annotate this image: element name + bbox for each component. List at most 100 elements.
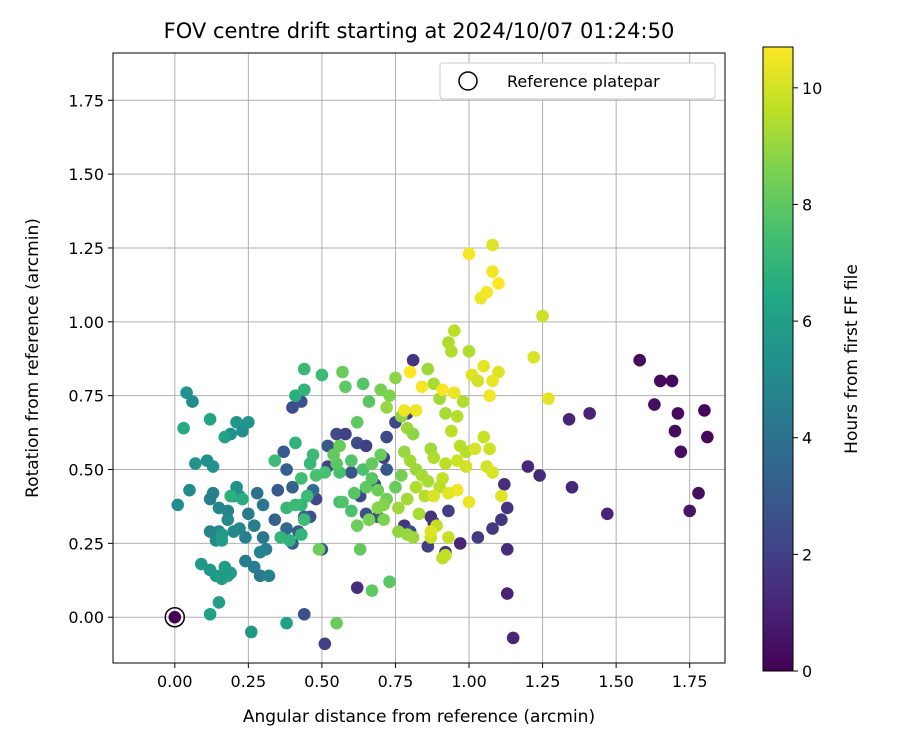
data-point	[230, 415, 243, 429]
data-point	[297, 383, 311, 397]
y-tick-label: 1.50	[68, 165, 104, 184]
data-point	[450, 454, 464, 467]
data-point	[683, 504, 696, 518]
data-point	[212, 501, 226, 515]
data-point	[500, 542, 514, 556]
data-point	[527, 350, 541, 364]
data-point	[377, 498, 390, 512]
data-point	[221, 513, 235, 527]
data-point	[362, 395, 376, 408]
x-tick-label: 1.75	[672, 672, 708, 691]
data-point	[668, 424, 682, 438]
data-point	[483, 389, 496, 402]
data-point	[371, 483, 385, 497]
data-point	[483, 442, 496, 456]
colorbar-ticks: 0 2 4 6 8 10	[793, 79, 822, 681]
data-point	[403, 365, 417, 379]
data-point	[450, 410, 464, 423]
data-point	[383, 575, 396, 589]
data-point	[242, 415, 255, 429]
data-point	[389, 371, 402, 385]
x-tick-label: 1.00	[451, 672, 487, 691]
y-tick-label: 1.25	[68, 239, 104, 258]
data-point	[247, 519, 261, 532]
data-points	[171, 238, 714, 651]
reference-ring	[164, 606, 186, 628]
data-point	[498, 477, 511, 491]
data-point	[365, 472, 379, 485]
data-point	[345, 466, 358, 479]
data-point	[409, 404, 423, 417]
data-point	[321, 439, 335, 453]
data-point	[418, 489, 432, 503]
data-point	[315, 368, 329, 382]
legend-label-reference: Reference platepar	[507, 72, 660, 91]
data-point	[477, 430, 491, 444]
chart-title: FOV centre drift starting at 2024/10/07 …	[164, 19, 675, 43]
data-point	[439, 457, 452, 470]
data-point	[533, 469, 546, 482]
data-point	[345, 504, 358, 518]
data-point	[318, 466, 332, 479]
data-point	[286, 401, 299, 414]
data-point	[330, 427, 343, 441]
colorbar-tick-label: 10	[802, 79, 822, 98]
data-point	[374, 383, 388, 397]
data-point	[250, 486, 264, 500]
data-point	[356, 377, 370, 391]
data-point	[459, 460, 473, 473]
data-point	[374, 448, 388, 462]
data-point	[406, 531, 420, 544]
data-point	[253, 545, 267, 559]
colorbar-gradient	[762, 46, 794, 672]
data-point	[486, 522, 499, 535]
data-point	[239, 531, 252, 544]
data-point	[280, 616, 293, 630]
data-point	[353, 542, 367, 556]
y-axis-ticks: 0.00 0.25 0.50 0.75 1.00 1.25 1.50 1.75	[68, 91, 113, 627]
data-point	[439, 548, 452, 562]
data-point	[471, 531, 485, 544]
data-point	[359, 439, 373, 453]
data-point	[289, 389, 302, 402]
data-point	[212, 596, 226, 609]
data-point	[427, 377, 441, 391]
data-point	[583, 407, 596, 420]
data-point	[536, 309, 549, 323]
data-point	[283, 534, 296, 547]
data-point	[333, 439, 346, 453]
data-point	[339, 380, 352, 394]
data-point	[271, 483, 285, 497]
data-point	[327, 448, 340, 462]
data-point	[392, 501, 405, 515]
data-point	[439, 407, 452, 420]
data-point	[492, 365, 505, 379]
data-point	[194, 557, 208, 571]
data-point	[692, 486, 705, 500]
data-point	[336, 495, 349, 509]
data-point	[244, 625, 258, 639]
data-point	[671, 407, 685, 420]
data-point	[224, 489, 237, 503]
data-point	[297, 607, 311, 621]
data-point	[177, 421, 190, 435]
data-point	[297, 513, 311, 527]
data-point	[442, 486, 455, 500]
reference-point	[168, 610, 182, 624]
data-point	[306, 448, 320, 462]
data-point	[701, 430, 714, 444]
x-tick-label: 0.50	[304, 672, 340, 691]
data-point	[486, 374, 499, 388]
colorbar-tick-label: 2	[802, 545, 812, 564]
y-axis-label: Rotation from reference (arcmin)	[23, 218, 43, 498]
data-point	[356, 463, 370, 476]
data-point	[406, 353, 420, 367]
data-point	[203, 412, 217, 426]
data-point	[477, 359, 491, 373]
data-point	[486, 265, 499, 278]
data-point	[462, 495, 476, 509]
data-point	[336, 365, 349, 379]
reference-marker	[164, 606, 186, 628]
data-point	[562, 412, 576, 426]
data-point	[521, 460, 535, 473]
